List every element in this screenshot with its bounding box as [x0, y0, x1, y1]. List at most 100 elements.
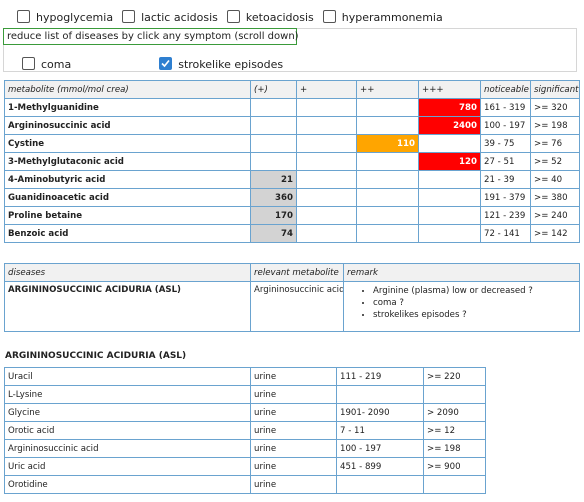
cell: > 2090 [423, 403, 486, 422]
cell: 7 - 11 [336, 421, 424, 440]
header-cell: (+) [250, 80, 297, 99]
cell [296, 206, 357, 225]
checkbox[interactable] [122, 10, 136, 23]
cell [296, 152, 357, 171]
header-cell: noticeable [480, 80, 531, 99]
header-row: metabolite (mmol/mol crea) (+) + ++ +++ notic… [4, 80, 580, 99]
checkbox-item: ketoacidosis [226, 10, 314, 24]
checkbox-item: coma [22, 57, 71, 71]
disease-table: diseases relevant metabolite remark ARGININ… [4, 263, 580, 332]
cell [418, 206, 481, 225]
filter-row: hypoglycemia lactic acidosis ketoacidosis h… [17, 6, 452, 25]
cell: 1901- 2090 [336, 403, 424, 422]
remark-cell: Arginine (plasma) low or decreased ?coma… [343, 281, 580, 332]
checkbox[interactable] [17, 10, 30, 23]
cell [356, 206, 419, 225]
cell: 161 - 319 [480, 98, 531, 117]
header-cell: ++ [356, 80, 419, 99]
cell [356, 116, 419, 135]
cell: Uric acid [4, 457, 251, 476]
header-cell: +++ [418, 80, 481, 99]
cell [296, 170, 357, 189]
detail-row: Argininosuccinic acid urine 100 - 197 >= 19… [4, 439, 486, 458]
cell [418, 134, 481, 153]
metabolite-name: Guanidinoacetic acid [4, 188, 251, 207]
cell: 170 [250, 206, 297, 225]
detail-row: Orotic acid urine 7 - 11 >= 12 [4, 421, 486, 440]
cell [336, 475, 424, 494]
metabolite-row: Argininosuccinic acid 2400 100 - 197 >= 198 [4, 116, 580, 135]
disease-row: ARGININOSUCCINIC ACIDURIA (ASL) Argininos… [4, 281, 580, 332]
checkbox-item: hyperammonemia [322, 10, 443, 24]
cell: >= 40 [530, 170, 580, 189]
header-cell: metabolite (mmol/mol crea) [4, 80, 251, 99]
remark-list: Arginine (plasma) low or decreased ?coma… [347, 285, 576, 321]
cell [356, 170, 419, 189]
checkbox-item: lactic acidosis [122, 10, 218, 24]
checkbox[interactable] [322, 10, 336, 23]
metabolite-name: Benzoic acid [4, 224, 251, 243]
disease-name: ARGININOSUCCINIC ACIDURIA (ASL) [4, 281, 251, 332]
metabolite-row: 3-Methylglutaconic acid 120 27 - 51 >= 52 [4, 152, 580, 171]
checkbox[interactable] [226, 10, 240, 23]
check-mark [161, 59, 170, 68]
checkbox-label: hyperammonemia [341, 11, 443, 24]
header-cell: diseases [4, 263, 251, 282]
cell [296, 188, 357, 207]
detail-table: Uracil urine 111 - 219 >= 220 L-Lysine urine G… [4, 367, 486, 494]
cell: 121 - 239 [480, 206, 531, 225]
detail-row: Orotidine urine [4, 475, 486, 494]
relevant-metabolite: Argininosuccinic acid [250, 281, 344, 332]
metabolite-name: Proline betaine [4, 206, 251, 225]
cell: 21 [250, 170, 297, 189]
cell: Orotic acid [4, 421, 251, 440]
remark: coma ? [373, 297, 576, 309]
cell: Orotidine [4, 475, 251, 494]
cell: 100 - 197 [336, 439, 424, 458]
cell: >= 12 [423, 421, 486, 440]
cell: 110 [356, 134, 419, 153]
metabolite-name: 1-Methylguanidine [4, 98, 251, 117]
metabolite-row: Guanidinoacetic acid 360 191 - 379 >= 380 [4, 188, 580, 207]
cell: 100 - 197 [480, 116, 531, 135]
checkbox-item: hypoglycemia [17, 10, 113, 24]
metabolite-row: Cystine 110 39 - 75 >= 76 [4, 134, 580, 153]
cell [423, 475, 486, 494]
cell: >= 142 [530, 224, 580, 243]
checkbox[interactable] [159, 57, 173, 70]
cell [296, 98, 357, 117]
cell: urine [250, 439, 337, 458]
checkbox-label: ketoacidosis [245, 11, 314, 24]
cell: 21 - 39 [480, 170, 531, 189]
cell: 2400 [418, 116, 481, 135]
cell: >= 52 [530, 152, 580, 171]
cell [356, 188, 419, 207]
cell: 360 [250, 188, 297, 207]
cell: Argininosuccinic acid [4, 439, 251, 458]
cell: urine [250, 421, 337, 440]
detail-row: Uracil urine 111 - 219 >= 220 [4, 367, 486, 386]
cell: urine [250, 403, 337, 422]
cell [250, 152, 297, 171]
cell [356, 152, 419, 171]
cell [356, 224, 419, 243]
cell: 780 [418, 98, 481, 117]
metabolite-table: metabolite (mmol/mol crea) (+) + ++ +++ notic… [4, 80, 580, 243]
metabolite-name: 4-Aminobutyric acid [4, 170, 251, 189]
cell: 39 - 75 [480, 134, 531, 153]
cell [418, 224, 481, 243]
cell [296, 224, 357, 243]
checkbox-label: lactic acidosis [141, 11, 218, 24]
metabolite-name: Argininosuccinic acid [4, 116, 251, 135]
cell [296, 116, 357, 135]
cell: Uracil [4, 367, 251, 386]
metabolite-name: Cystine [4, 134, 251, 153]
header-cell: remark [343, 263, 580, 282]
header-cell: significant [530, 80, 580, 99]
checkbox[interactable] [22, 57, 35, 70]
checkbox-label: coma [41, 58, 72, 71]
cell: >= 900 [423, 457, 486, 476]
detail-row: Glycine urine 1901- 2090 > 2090 [4, 403, 486, 422]
cell [356, 98, 419, 117]
metabolite-row: Proline betaine 170 121 - 239 >= 240 [4, 206, 580, 225]
